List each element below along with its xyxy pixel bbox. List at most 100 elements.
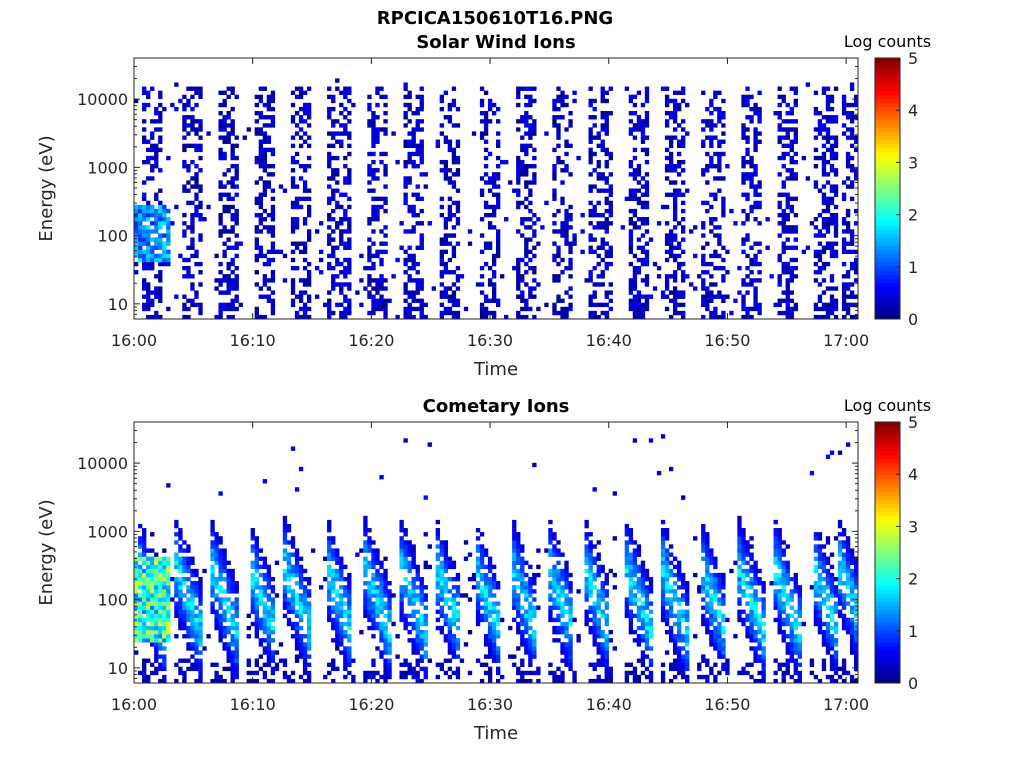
spectrogram-cell	[138, 229, 143, 234]
spectrogram-cell	[841, 98, 847, 104]
spectrogram-cell	[367, 593, 372, 598]
spectrogram-cell	[677, 265, 682, 271]
spectrogram-cell	[387, 670, 392, 676]
spectrogram-cell	[677, 139, 682, 144]
spectrogram-cell	[467, 597, 473, 602]
spectrogram-cell	[556, 229, 561, 234]
spectrogram-cell	[134, 625, 139, 631]
spectrogram-cell	[230, 151, 235, 157]
spectrogram-cell	[681, 249, 686, 255]
spectrogram-cell	[487, 621, 493, 627]
spectrogram-cell	[182, 617, 187, 623]
spectrogram-cell	[592, 556, 597, 561]
spectrogram-cell	[600, 282, 605, 287]
spectrogram-cell	[234, 241, 239, 246]
spectrogram-cell	[138, 576, 143, 582]
spectrogram-cell	[491, 294, 497, 299]
spectrogram-cell	[516, 540, 521, 545]
spectrogram-cell	[154, 585, 159, 590]
spectrogram-cell	[230, 286, 235, 291]
spectrogram-cell	[218, 217, 223, 222]
spectrogram-cell	[479, 589, 485, 594]
spectrogram-cell	[162, 576, 167, 582]
spectrogram-cell	[142, 249, 147, 255]
spectrogram-cell	[789, 159, 794, 165]
spectrogram-cell	[483, 90, 489, 96]
spectrogram-cell	[186, 86, 191, 91]
spectrogram-cell	[186, 225, 191, 230]
spectrogram-cell	[532, 572, 537, 578]
spectrogram-cell	[552, 257, 557, 263]
spectrogram-cell	[516, 172, 521, 177]
spectrogram-cell	[383, 658, 388, 663]
spectrogram-cell	[262, 674, 268, 680]
spectrogram-cell	[447, 204, 453, 210]
spectrogram-cell	[379, 127, 384, 132]
spectrogram-cell	[825, 115, 831, 120]
spectrogram-cell	[644, 119, 650, 124]
spectrogram-cell	[588, 155, 593, 161]
spectrogram-cell	[298, 298, 304, 303]
spectrogram-cell	[146, 139, 151, 144]
spectrogram-cell	[343, 106, 348, 112]
spectrogram-cell	[210, 581, 215, 586]
spectrogram-cell	[266, 613, 272, 619]
spectrogram-cell	[339, 597, 344, 602]
spectrogram-cell	[158, 111, 163, 116]
spectrogram-cell	[568, 617, 573, 623]
spectrogram-cell	[455, 286, 461, 291]
spectrogram-cell	[532, 609, 537, 614]
spectrogram-cell	[258, 143, 264, 149]
spectrogram-cell	[701, 245, 706, 250]
spectrogram-cell	[829, 155, 835, 161]
spectrogram-cell	[282, 528, 288, 533]
spectrogram-cell	[379, 634, 384, 639]
colorbar-segment	[875, 66, 900, 71]
spectrogram-cell	[556, 310, 561, 316]
spectrogram-cell	[270, 601, 276, 606]
spectrogram-cell	[789, 208, 794, 214]
spectrogram-cell	[753, 253, 758, 259]
spectrogram-cell	[282, 601, 288, 606]
spectrogram-cell	[568, 638, 573, 643]
spectrogram-cell	[383, 94, 388, 100]
spectrogram-cell	[306, 208, 312, 214]
spectrogram-cell	[399, 589, 404, 594]
spectrogram-cell	[254, 552, 259, 557]
spectrogram-cell	[532, 119, 537, 124]
spectrogram-cell	[713, 106, 718, 112]
spectrogram-cell	[178, 581, 183, 586]
spectrogram-cell	[230, 257, 235, 263]
spectrogram-cell	[713, 282, 718, 287]
spectrogram-cell	[254, 155, 259, 161]
spectrogram-cell	[234, 674, 239, 680]
spectrogram-cell	[841, 111, 847, 116]
spectrogram-cell	[833, 151, 839, 157]
spectrogram-cell	[327, 585, 332, 590]
spectrogram-cell	[146, 286, 151, 291]
spectrogram-cell	[194, 638, 199, 643]
spectrogram-cell	[705, 290, 710, 295]
spectrogram-cell	[319, 221, 324, 226]
spectrogram-cell	[443, 217, 449, 222]
spectrogram-cell	[705, 106, 710, 112]
spectrogram-cell	[371, 605, 376, 610]
spectrogram-cell	[785, 261, 790, 267]
spectrogram-cell	[664, 237, 670, 242]
spectrogram-cell	[532, 294, 537, 299]
spectrogram-cell	[644, 123, 650, 128]
spectrogram-cell	[218, 564, 223, 570]
spectrogram-cell	[789, 139, 794, 144]
spectrogram-cell	[592, 310, 597, 316]
spectrogram-cell	[753, 217, 758, 222]
spectrogram-cell	[467, 629, 473, 635]
spectrogram-cell	[174, 593, 179, 598]
spectrogram-cell	[528, 625, 533, 631]
spectrogram-cell	[142, 536, 147, 541]
spectrogram-cell	[298, 106, 304, 112]
spectrogram-cell	[162, 658, 167, 663]
spectrogram-cell	[721, 111, 726, 116]
spectrogram-cell	[528, 135, 533, 140]
spectrogram-cell	[154, 597, 159, 602]
spectrogram-cell	[483, 601, 489, 606]
